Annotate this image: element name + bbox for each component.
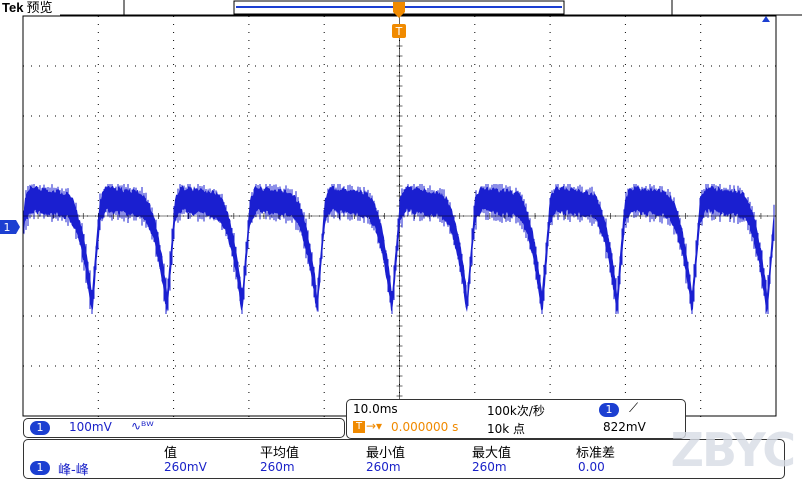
trigger-offset: 0.000000 s [391, 420, 459, 434]
channel1-marker-label: 1 [4, 221, 11, 234]
brand-logo: Tek [2, 0, 24, 15]
measure-header-mean: 平均值 [260, 446, 300, 461]
measure-stddev: 0.00 [578, 460, 605, 474]
record-length: 10k 点 [487, 422, 526, 436]
timebase-trigger-panel[interactable]: 10.0ms 100k次/秒 T →▾ 0.000000 s 10k 点 1 ⟋… [346, 399, 686, 439]
measure-channel-badge: 1 [30, 461, 50, 475]
measure-header-stddev: 标准差 [576, 446, 616, 461]
measure-min: 260m [366, 460, 401, 474]
brand-title: Tek 预览 [2, 0, 52, 16]
mode-label: 预览 [26, 1, 53, 16]
measure-value: 260mV [164, 460, 207, 474]
volts-per-div: 100mV [69, 420, 112, 434]
measure-header-value: 值 [164, 446, 178, 461]
channel-scale-panel[interactable]: 1 100mV ∿ᴮᵂ [23, 418, 345, 438]
trigger-level-marker[interactable] [762, 16, 770, 22]
channel1-badge: 1 [30, 421, 50, 435]
bandwidth-limit-icon: ∿ᴮᵂ [131, 419, 154, 433]
channel1-marker[interactable] [0, 220, 20, 234]
sample-rate: 100k次/秒 [487, 404, 545, 418]
timebase-value: 10.0ms [353, 402, 398, 416]
channel1-trace [23, 184, 775, 314]
trigger-channel-badge: 1 [599, 403, 619, 417]
measure-header-min: 最小值 [366, 446, 406, 461]
measure-name: 峰-峰 [58, 463, 89, 478]
measure-mean: 260m [260, 460, 295, 474]
measurement-panel[interactable]: 值 平均值 最小值 最大值 标准差 1 峰-峰 260mV 260m 260m … [23, 439, 785, 479]
trigger-position-label: T [395, 25, 403, 38]
trigger-position-marker[interactable] [392, 2, 406, 38]
measure-max: 260m [472, 460, 507, 474]
trigger-level: 822mV [603, 420, 646, 434]
record-overview-bar [60, 0, 802, 16]
trigger-arrow-icon: →▾ [366, 419, 383, 433]
trigger-badge: T [353, 421, 365, 433]
watermark-logo: ZBYC [670, 423, 796, 477]
rising-edge-icon: ⟋ [629, 401, 639, 416]
measure-header-max: 最大值 [472, 446, 512, 461]
